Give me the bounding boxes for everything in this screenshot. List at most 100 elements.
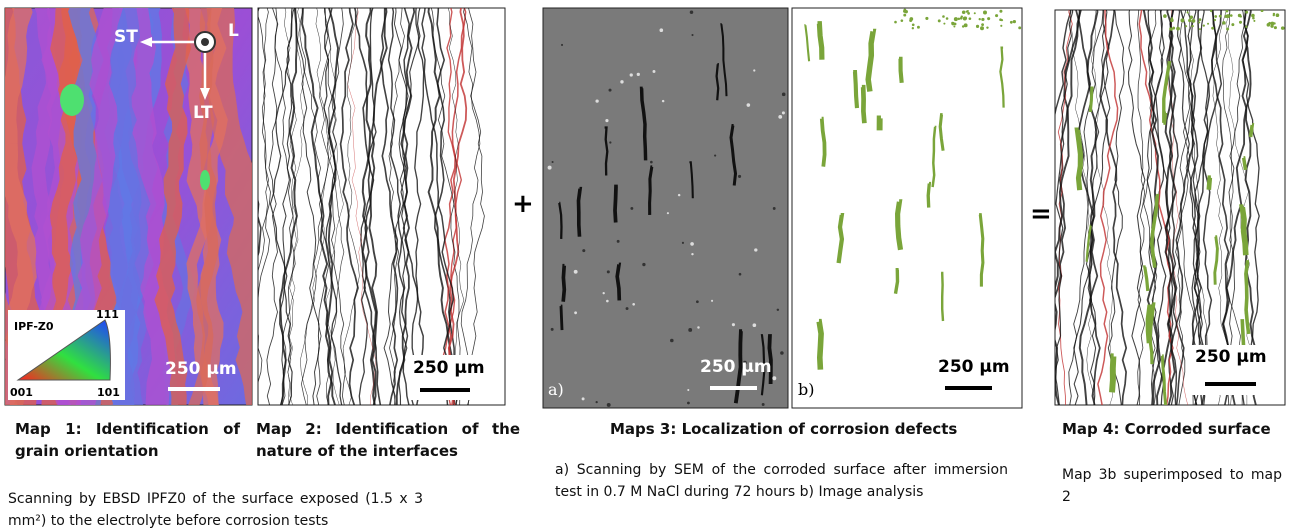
- description: a) Scanning by SEM of the corroded surfa…: [555, 459, 1008, 503]
- defect: [899, 59, 902, 83]
- defect: [1209, 178, 1211, 190]
- speck: [606, 300, 609, 303]
- defect-speck: [925, 17, 928, 20]
- defect-speck: [1199, 18, 1202, 21]
- caption: Map 1: Identification of grain orientati…: [15, 418, 240, 462]
- defect-speck: [981, 18, 984, 21]
- caption: Map 4: Corroded surface: [1062, 418, 1282, 440]
- speck: [574, 270, 578, 274]
- speck: [626, 307, 629, 310]
- speck: [620, 80, 623, 83]
- axis-label: L: [228, 21, 239, 41]
- speck: [574, 311, 577, 314]
- speck: [747, 103, 751, 107]
- speck: [714, 155, 716, 157]
- defect: [1244, 158, 1246, 170]
- scale-label: 250 µm: [700, 357, 772, 377]
- speck: [605, 119, 608, 122]
- defect-speck: [1239, 21, 1242, 24]
- defect-speck: [1010, 21, 1013, 24]
- defect-speck: [981, 23, 984, 26]
- scale-label: 250 µm: [938, 357, 1010, 377]
- speck: [732, 323, 735, 326]
- defect-speck: [1273, 22, 1275, 24]
- defect: [898, 202, 901, 250]
- speck: [582, 249, 585, 252]
- speck: [617, 240, 620, 243]
- defect-speck: [958, 18, 960, 20]
- speck: [609, 89, 612, 92]
- defect-speck: [1001, 19, 1003, 21]
- defect: [928, 184, 929, 208]
- pit: [563, 266, 564, 302]
- defect-speck: [901, 19, 904, 22]
- legend-label: 101: [97, 386, 120, 399]
- defect: [1112, 356, 1114, 392]
- speck: [670, 339, 674, 343]
- defect-speck: [1210, 10, 1212, 12]
- speck: [773, 207, 776, 210]
- grain: [60, 84, 84, 116]
- speck: [690, 242, 694, 246]
- speck: [548, 166, 552, 170]
- defect-speck: [999, 10, 1002, 13]
- defect-speck: [954, 17, 958, 21]
- defect: [1242, 207, 1246, 255]
- defect-speck: [1181, 18, 1185, 22]
- speck: [782, 111, 785, 114]
- speck: [596, 401, 598, 403]
- defect-speck: [1191, 25, 1193, 27]
- speck: [659, 28, 663, 32]
- defect-speck: [960, 17, 963, 20]
- legend-title: IPF-Z0: [14, 320, 54, 333]
- axis-dot-core: [201, 38, 209, 46]
- defect-speck: [1192, 19, 1196, 23]
- defect-speck: [1226, 28, 1229, 31]
- defect: [819, 322, 821, 370]
- defect-speck: [1214, 19, 1216, 21]
- defect: [933, 127, 936, 187]
- speck: [603, 292, 605, 294]
- pit: [561, 306, 562, 330]
- pit: [717, 64, 719, 100]
- defect-speck: [953, 25, 955, 27]
- speck: [561, 44, 563, 46]
- speck: [595, 99, 598, 102]
- speck: [653, 70, 656, 73]
- defect-speck: [1207, 23, 1209, 25]
- speck: [691, 253, 693, 255]
- speck: [687, 389, 689, 391]
- defect-speck: [967, 10, 969, 12]
- defect-speck: [1199, 28, 1201, 30]
- defect-speck: [980, 26, 984, 30]
- page: ST L LT IPF-Z0 111 001 101 250 µm 250 µm…: [0, 0, 1292, 530]
- defect-speck: [1230, 14, 1233, 17]
- defect-speck: [1211, 27, 1214, 30]
- panel-label: a): [548, 380, 564, 399]
- speck: [697, 326, 699, 328]
- scale-label: 250 µm: [165, 359, 237, 379]
- defect: [1077, 130, 1080, 190]
- defect-speck: [976, 25, 979, 28]
- defect-speck: [1274, 26, 1277, 29]
- speck: [696, 300, 699, 303]
- defect-speck: [1251, 14, 1255, 18]
- speck: [754, 248, 757, 251]
- defect-speck: [1226, 10, 1229, 13]
- defect-speck: [986, 26, 988, 28]
- scale-label: 250 µm: [413, 358, 485, 378]
- defect-speck: [909, 19, 912, 22]
- speck: [607, 270, 610, 273]
- speck: [738, 175, 741, 178]
- legend-label: 111: [96, 308, 119, 321]
- defect-speck: [1273, 13, 1275, 15]
- speck: [778, 115, 782, 119]
- speck: [637, 73, 640, 76]
- defect-speck: [1214, 15, 1217, 18]
- grain: [200, 170, 210, 190]
- defect-speck: [967, 12, 970, 15]
- caption: Maps 3: Localization of corrosion defect…: [610, 418, 970, 440]
- speck: [780, 351, 784, 355]
- defect-speck: [1268, 22, 1271, 25]
- speck: [607, 403, 611, 407]
